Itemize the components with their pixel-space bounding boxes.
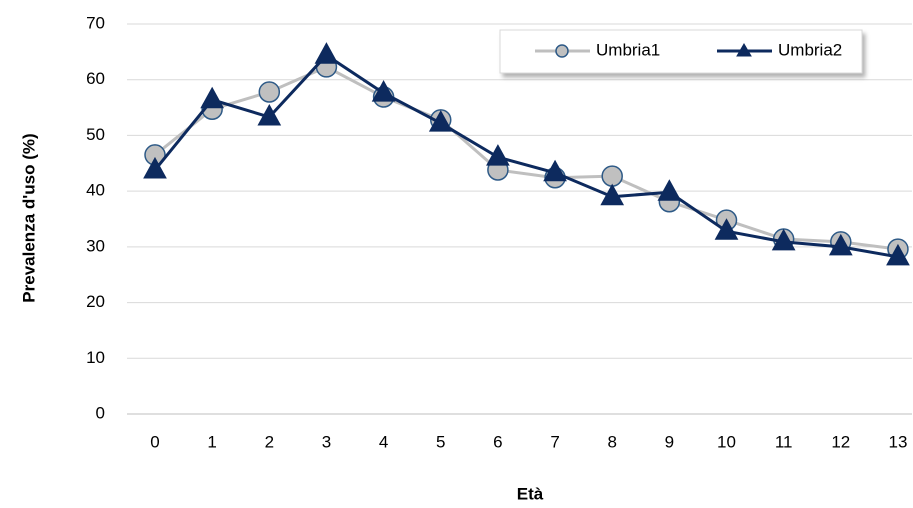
x-tick-label: 7: [550, 432, 559, 451]
y-tick-label: 60: [86, 69, 105, 88]
x-axis-label: Età: [517, 484, 544, 503]
y-tick-label: 30: [86, 236, 105, 255]
marker: [555, 44, 569, 58]
marker: [143, 156, 167, 179]
marker: [600, 183, 625, 206]
x-tick-label: 13: [888, 432, 907, 451]
marker: [371, 80, 396, 102]
x-tick-label: 2: [265, 432, 274, 451]
x-tick-label: 9: [665, 432, 674, 451]
series-line: [153, 53, 899, 259]
x-tick-label: 10: [717, 432, 736, 451]
y-tick-label: 0: [96, 403, 105, 422]
x-tick-label: 12: [831, 432, 850, 451]
marker: [714, 218, 739, 240]
y-tick-label: 10: [86, 348, 105, 367]
x-tick-label: 4: [379, 432, 388, 451]
x-tick-label: 11: [775, 432, 793, 451]
legend-label: Umbria1: [596, 40, 660, 59]
x-tick-label: 0: [150, 432, 159, 451]
y-tick-label: 40: [86, 181, 105, 200]
x-tick-label: 5: [436, 432, 445, 451]
marker: [828, 233, 853, 256]
y-tick-label: 70: [86, 13, 105, 32]
marker: [257, 104, 282, 126]
x-tick-label: 1: [207, 432, 216, 451]
y-axis-label: Prevalenza d'uso (%): [19, 133, 38, 302]
marker: [428, 110, 453, 132]
marker: [736, 43, 752, 57]
marker: [486, 144, 510, 166]
marker: [543, 159, 567, 182]
y-tick-label: 20: [86, 292, 105, 311]
y-tick-label: 50: [86, 125, 105, 144]
marker: [314, 42, 339, 64]
marker: [657, 179, 682, 201]
marker: [771, 228, 796, 251]
marker: [886, 243, 910, 266]
legend-label: Umbria2: [778, 40, 842, 59]
marker: [601, 165, 623, 187]
legend: Umbria1 Umbria2: [499, 29, 863, 74]
x-tick-label: 6: [493, 432, 502, 451]
x-tick-label: 8: [607, 432, 616, 451]
x-tick-label: 3: [322, 432, 331, 451]
marker: [200, 86, 224, 109]
marker: [258, 81, 281, 103]
